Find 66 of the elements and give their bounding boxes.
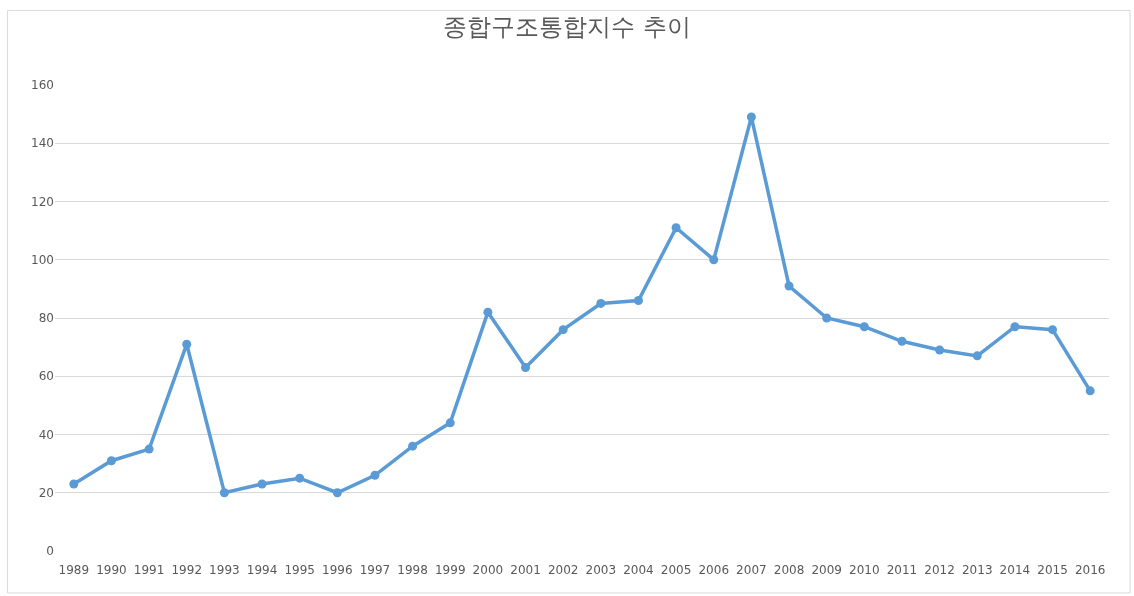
x-tick-label: 2001: [510, 563, 541, 578]
x-tick-label: 2012: [924, 563, 955, 578]
x-tick-label: 2006: [698, 563, 730, 578]
point: [257, 479, 267, 489]
point: [935, 345, 945, 355]
point: [709, 255, 719, 265]
x-tick-label: 1990: [96, 563, 127, 578]
x-tick-label: 2010: [849, 563, 880, 578]
point: [746, 112, 756, 122]
x-tick-label: 1998: [397, 563, 428, 578]
x-tick-label: 2016: [1074, 563, 1106, 578]
y-tick-label: 20: [38, 485, 54, 500]
x-tick-label: 2008: [773, 563, 805, 578]
x-tick-label: 1989: [58, 563, 90, 578]
x-tick-label: 2002: [547, 563, 579, 578]
y-tick-label: 140: [31, 136, 54, 151]
point: [106, 456, 116, 466]
x-tick-label: 1995: [284, 563, 315, 578]
x-tick-label: 2014: [999, 563, 1031, 578]
point: [859, 322, 869, 332]
x-tick-label: 1991: [133, 563, 165, 578]
y-tick-label: 80: [38, 311, 54, 326]
point: [445, 418, 455, 428]
x-tick-label: 2013: [961, 563, 993, 578]
point: [633, 296, 643, 306]
x-tick-label: 1999: [434, 563, 466, 578]
point: [219, 488, 229, 498]
x-tick-label: 2011: [886, 563, 918, 578]
x-tick-label: 2015: [1037, 563, 1068, 578]
x-tick-label: 1994: [246, 563, 278, 578]
x-tick-label: 2004: [623, 563, 654, 578]
point: [1085, 386, 1095, 396]
point: [332, 488, 342, 498]
y-tick-label: 160: [31, 78, 54, 93]
y-tick-label: 100: [31, 252, 54, 267]
x-tick-label: 2005: [660, 563, 692, 578]
x-tick-label: 2000: [472, 563, 504, 578]
point: [370, 470, 380, 480]
point: [182, 339, 192, 349]
y-tick-label: 120: [31, 194, 54, 209]
x-tick-label: 2007: [736, 563, 767, 578]
x-tick-label: 1996: [322, 563, 353, 578]
x-tick-label: 1993: [209, 563, 240, 578]
y-tick-label: 60: [38, 369, 54, 384]
point: [972, 351, 982, 361]
point: [1048, 325, 1058, 335]
point: [897, 336, 907, 346]
point: [69, 479, 79, 489]
point: [558, 325, 568, 335]
y-tick-label: 40: [38, 427, 54, 442]
point: [671, 223, 681, 233]
point: [483, 307, 493, 317]
x-tick-label: 2003: [585, 563, 617, 578]
chart-title: 종합구조통합지수 추이: [443, 12, 691, 41]
point: [408, 441, 418, 451]
point: [1010, 322, 1020, 332]
point: [521, 363, 531, 373]
x-tick-label: 2009: [811, 563, 842, 578]
point: [822, 313, 832, 323]
y-tick-label: 0: [46, 544, 54, 559]
point: [295, 473, 305, 483]
x-tick-label: 1997: [359, 563, 391, 578]
point: [784, 281, 794, 291]
x-tick-label: 1992: [171, 563, 203, 578]
point: [144, 444, 154, 454]
point: [596, 298, 606, 308]
